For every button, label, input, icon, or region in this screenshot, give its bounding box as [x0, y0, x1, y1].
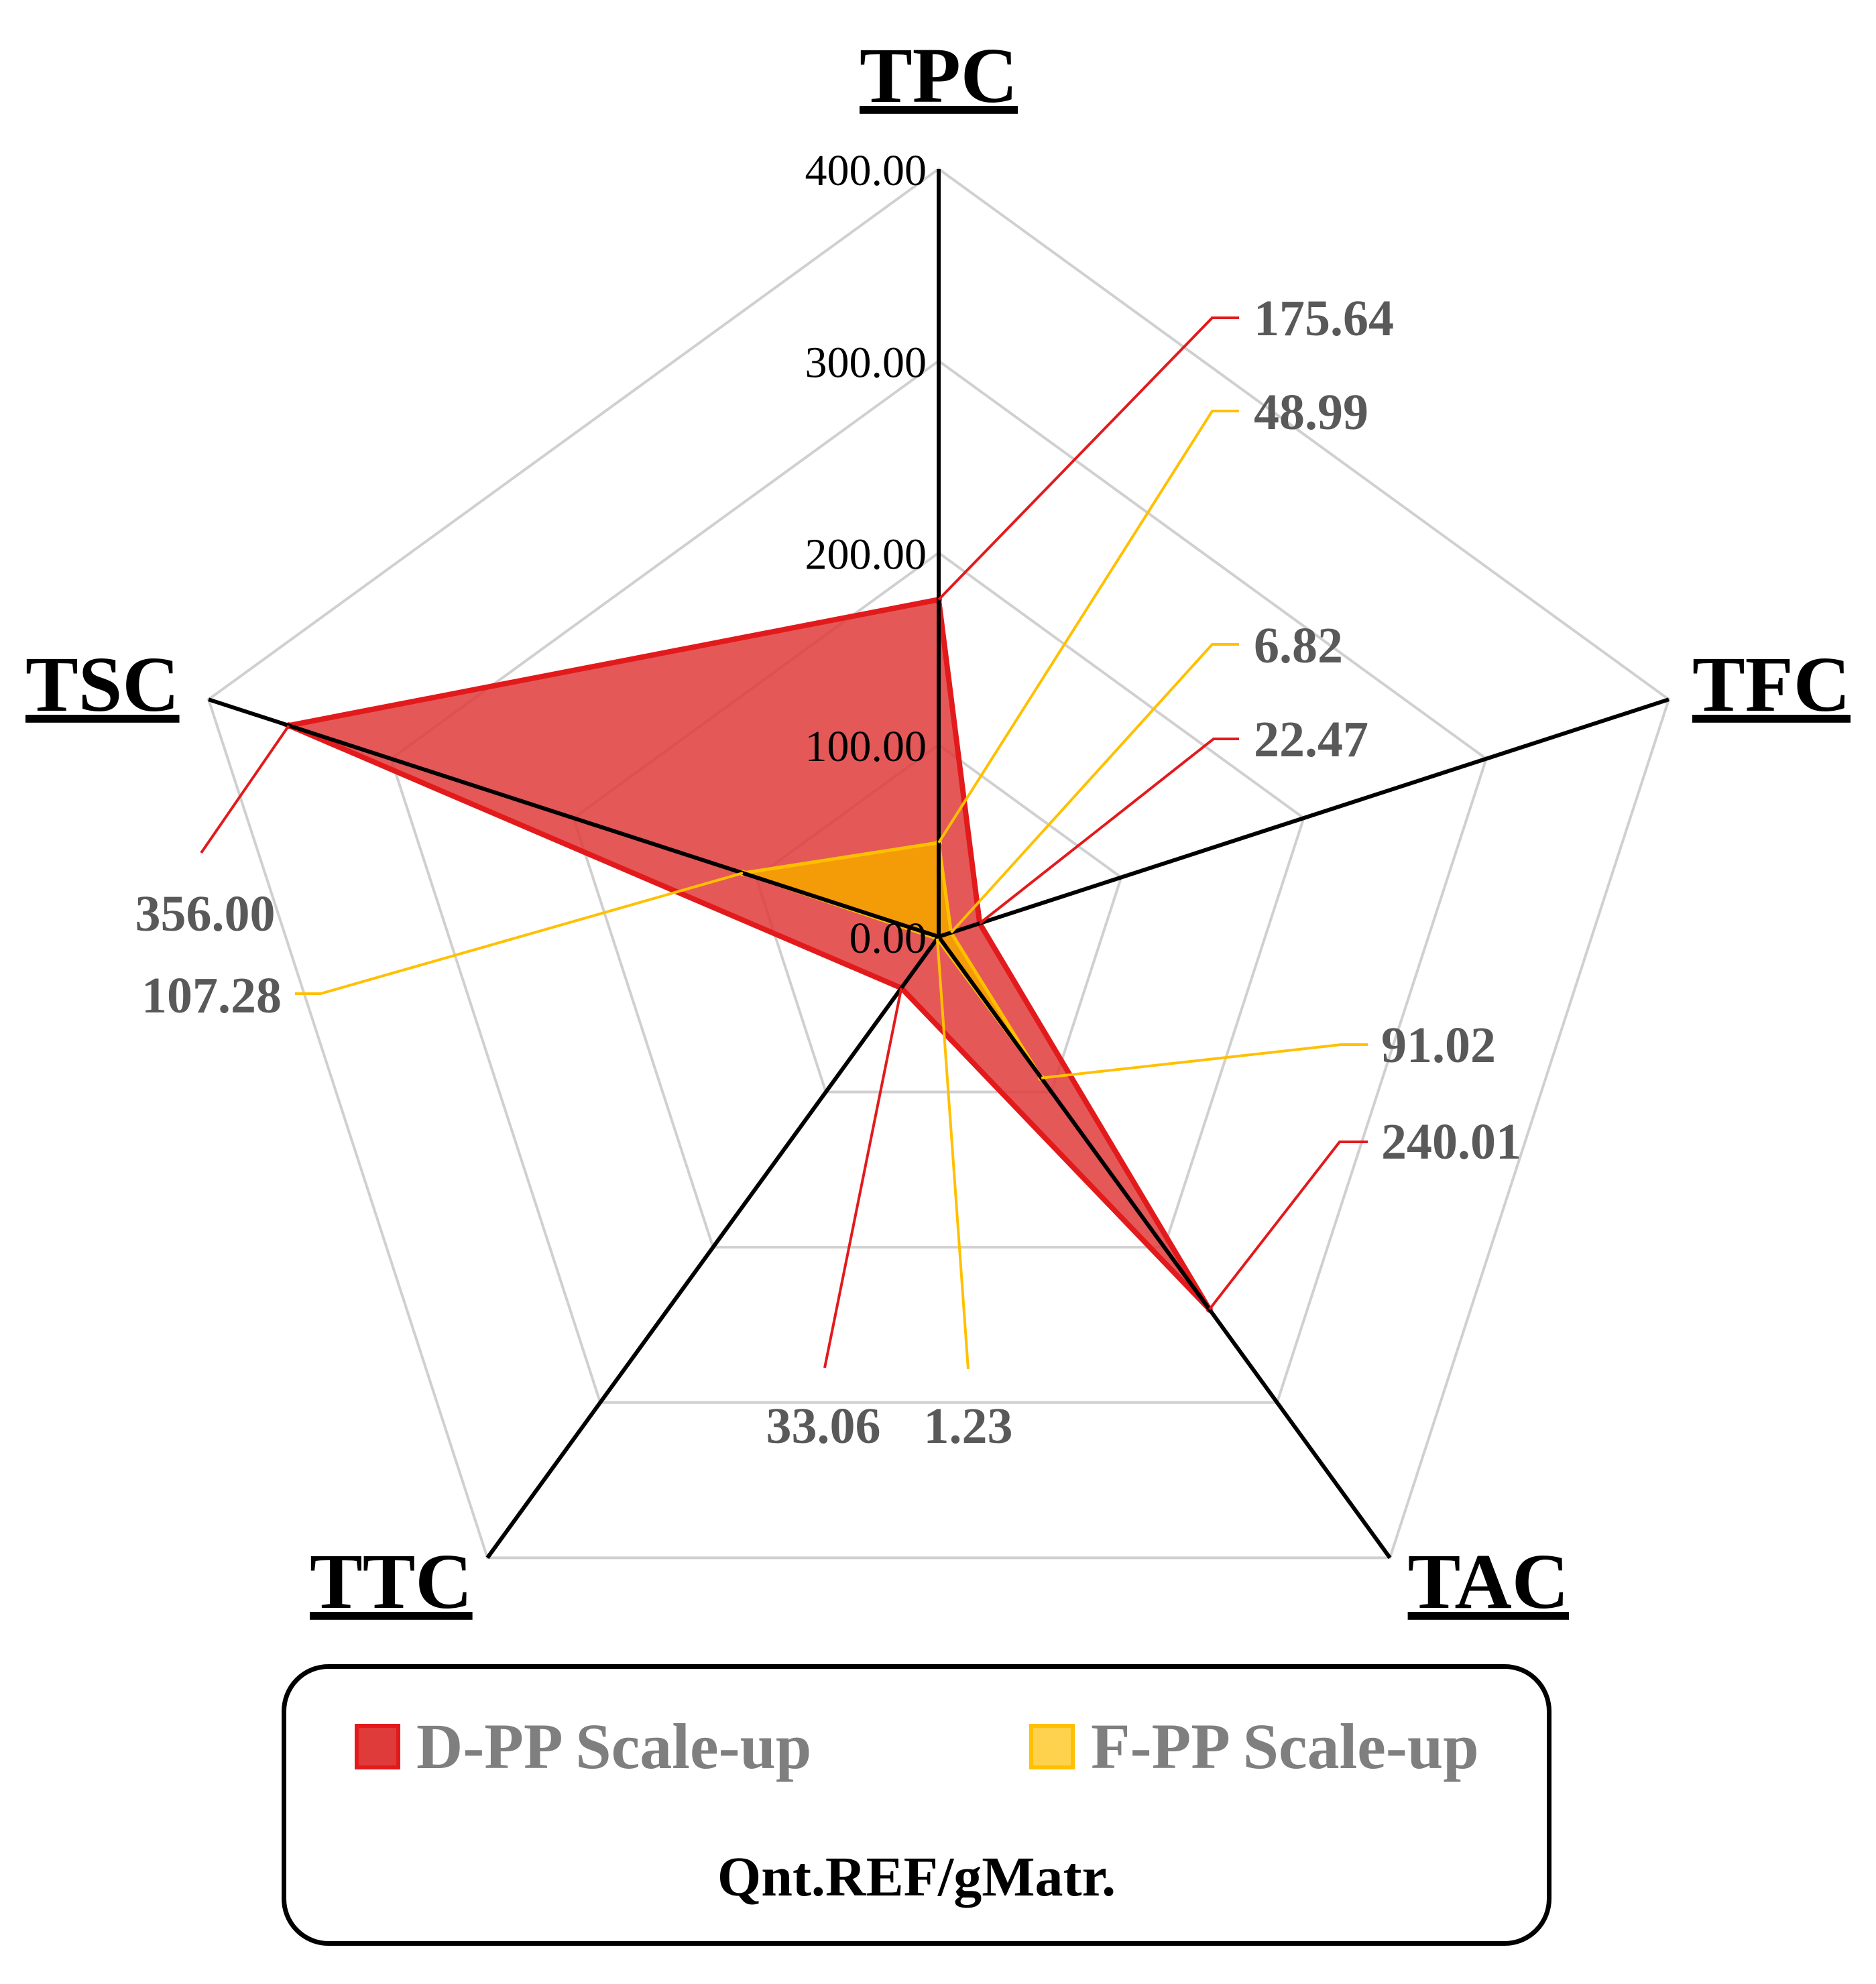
leader-f-pp-scale-up-tpc	[937, 410, 1239, 843]
data-label-f-pp-scale-up-tsc: 107.28	[141, 968, 282, 1024]
axis-spoke-tsc	[208, 697, 939, 939]
series-area-d-pp-scale-up	[280, 596, 1212, 1311]
label-layer: 0.00 100.00 200.00 300.00 400.00 TPC TFC TAC TTC…	[25, 32, 1851, 1625]
leader-d-pp-scale-up-tpc	[937, 316, 1239, 601]
legend: D-PP Scale-up F-PP Scale-up Qnt.REF/gMat…	[282, 1664, 1551, 1946]
leader-f-pp-scale-up-tac	[1041, 1043, 1368, 1079]
axis-spoke-ttc	[485, 935, 941, 1560]
data-label-f-pp-scale-up-tfc: 6.82	[1254, 618, 1343, 674]
axis-layer	[208, 169, 1669, 1560]
axis-title-ttc: TTC	[310, 1537, 473, 1625]
data-label-f-pp-scale-up-tac: 91.02	[1381, 1017, 1496, 1073]
leader-layer	[200, 316, 1368, 1370]
gridline-400	[207, 167, 1671, 1560]
legend-swatch-d-pp	[355, 1724, 400, 1769]
tick-label-100: 100.00	[805, 722, 927, 771]
data-label-f-pp-scale-up-ttc: 1.23	[924, 1398, 1013, 1454]
axis-spoke-tac	[937, 935, 1392, 1560]
leader-f-pp-scale-up-ttc	[935, 938, 970, 1370]
tick-label-300: 300.00	[805, 338, 927, 387]
leader-d-pp-scale-up-tfc	[978, 738, 1239, 925]
leader-f-pp-scale-up-tfc	[950, 643, 1239, 934]
legend-item-d-pp[interactable]: D-PP Scale-up	[355, 1714, 811, 1779]
unit-label: Qnt.REF/gMatr.	[717, 1846, 1116, 1908]
tick-label-200: 200.00	[805, 530, 927, 579]
leader-d-pp-scale-up-tsc	[200, 724, 290, 854]
tick-label-400: 400.00	[805, 146, 927, 195]
data-label-d-pp-scale-up-tsc: 356.00	[135, 886, 276, 942]
axis-title-tac: TAC	[1408, 1537, 1569, 1625]
axis-title-tsc: TSC	[25, 640, 180, 728]
series-layer	[280, 596, 1213, 1313]
legend-item-f-pp[interactable]: F-PP Scale-up	[1029, 1714, 1479, 1779]
data-label-f-pp-scale-up-tpc: 48.99	[1254, 384, 1368, 441]
axis-spoke-tfc	[938, 697, 1669, 939]
tick-label-0: 0.00	[849, 914, 927, 963]
leader-f-pp-scale-up-tsc	[295, 872, 744, 995]
leader-d-pp-scale-up-tac	[1208, 1141, 1368, 1311]
data-label-d-pp-scale-up-tfc: 22.47	[1254, 711, 1368, 768]
legend-swatch-f-pp	[1029, 1724, 1075, 1769]
data-label-d-pp-scale-up-tac: 240.01	[1381, 1114, 1521, 1170]
data-label-d-pp-scale-up-ttc: 33.06	[766, 1398, 881, 1454]
axis-title-tfc: TFC	[1692, 640, 1851, 728]
data-label-d-pp-scale-up-tpc: 175.64	[1254, 290, 1394, 347]
axis-title-tpc: TPC	[860, 32, 1018, 119]
leader-d-pp-scale-up-ttc	[823, 988, 903, 1368]
legend-label-d-pp: D-PP Scale-up	[416, 1710, 812, 1782]
legend-label-f-pp: F-PP Scale-up	[1091, 1710, 1479, 1782]
